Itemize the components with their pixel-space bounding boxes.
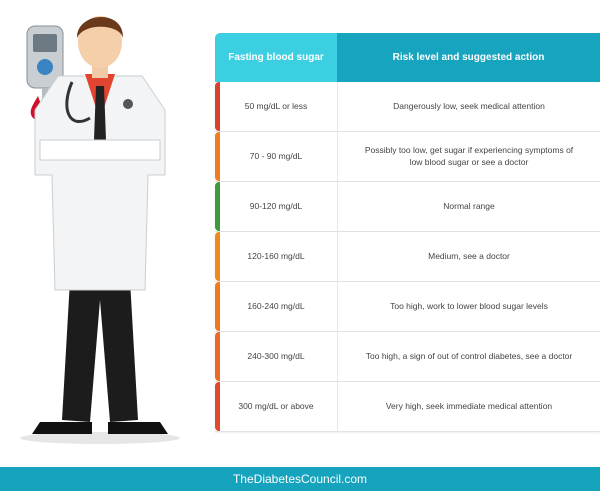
table-row: 160-240 mg/dL Too high, work to lower blo… — [215, 282, 600, 332]
table-row: 240-300 mg/dL Too high, a sign of out of … — [215, 332, 600, 382]
table-cell: 240-300 mg/dL — [215, 332, 338, 381]
table-cell: 120-160 mg/dL — [215, 232, 338, 281]
table-cell: 50 mg/dL or less — [215, 82, 338, 131]
table-cell: Too high, a sign of out of control diabe… — [365, 350, 573, 361]
table-row: 120-160 mg/dL Medium, see a doctor — [215, 232, 600, 282]
table-cell: Very high, seek immediate medical attent… — [385, 400, 553, 411]
table-row: 50 mg/dL or less Dangerously low, seek me… — [215, 82, 600, 132]
doctor-illustration — [20, 16, 180, 444]
header-cell: Risk level and suggested action — [337, 33, 600, 82]
table-cell: 160-240 mg/dL — [215, 282, 338, 331]
footer: TheDiabetesCouncil.com — [0, 467, 600, 491]
table-cell: Dangerously low, seek medical attention — [393, 100, 545, 111]
table-row: 90-120 mg/dL Normal range — [215, 182, 600, 232]
sugar-table: Fasting blood sugar Risk level and sugge… — [215, 33, 600, 432]
table-header: Fasting blood sugar Risk level and sugge… — [215, 33, 600, 82]
table-cell: Normal range — [443, 200, 495, 211]
table-cell: Possibly too low, get sugar if experienc… — [364, 145, 574, 167]
table-row: 300 mg/dL or above Very high, seek immedi… — [215, 382, 600, 432]
table-cell: 70 - 90 mg/dL — [215, 132, 338, 181]
table-cell: Medium, see a doctor — [428, 250, 510, 261]
table-row: 70 - 90 mg/dL Possibly too low, get sugar… — [215, 132, 600, 182]
table-cell: Too high, work to lower blood sugar leve… — [390, 300, 548, 311]
header-cell: Fasting blood sugar — [215, 33, 337, 82]
table-cell: 90-120 mg/dL — [215, 182, 338, 231]
table-cell: 300 mg/dL or above — [215, 382, 338, 431]
